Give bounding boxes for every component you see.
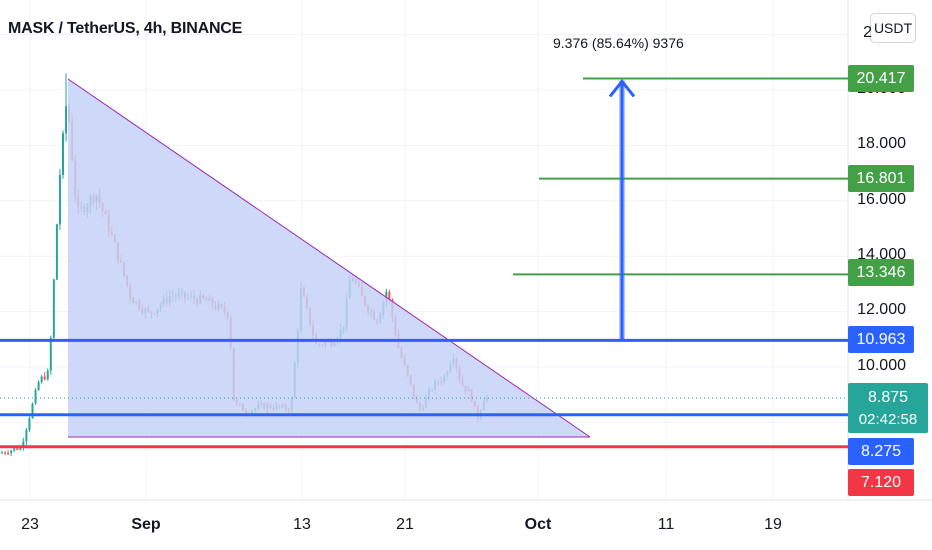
current-price: 8.875 [867, 389, 909, 406]
x-tick: 11 [657, 516, 675, 533]
y-tick-partial: 2 [863, 24, 872, 41]
target1-price-badge: 13.346 [848, 259, 914, 286]
current-price-badge: 8.875 02:42:58 [848, 383, 928, 433]
candle-body [13, 448, 16, 451]
drawings [0, 77, 848, 449]
candle-body [43, 376, 46, 380]
y-tick: 12.000 [857, 301, 906, 318]
candle-countdown: 02:42:58 [858, 411, 918, 428]
candle-body [62, 133, 64, 175]
candle-body [22, 441, 25, 448]
x-tick: Sep [131, 516, 161, 533]
breakout-price-badge: 10.963 [848, 326, 914, 353]
candle-body [31, 403, 34, 419]
y-tick: 10.000 [857, 357, 906, 374]
candle-body [55, 224, 58, 280]
candle-body [10, 450, 13, 454]
candle-body [16, 448, 19, 450]
candle-body [1, 452, 3, 454]
target3-price-badge: 20.417 [848, 65, 914, 92]
stop-price-badge: 7.120 [848, 469, 914, 496]
y-tick: 14.000 [857, 246, 906, 263]
x-tick: 13 [293, 516, 311, 533]
y-tick: 18.000 [857, 135, 906, 152]
measure-label: 9.376 (85.64%) 9376 [553, 35, 684, 51]
candle-body [49, 337, 52, 371]
y-tick: 16.000 [857, 191, 906, 208]
target2-price-badge: 16.801 [848, 165, 914, 192]
candle-body [37, 381, 40, 391]
candle-body [388, 291, 391, 300]
x-tick: 23 [21, 516, 39, 533]
x-tick: 19 [764, 516, 782, 533]
chart-title: MASK / TetherUS, 4h, BINANCE [8, 20, 243, 37]
support-price-badge: 8.275 [848, 438, 914, 465]
candle-body [40, 376, 43, 382]
candle-body [52, 279, 55, 338]
x-tick: 21 [396, 516, 414, 533]
candle-body [28, 418, 31, 430]
x-tick: Oct [524, 516, 552, 533]
candle-body [46, 370, 49, 380]
triangle-hypotenuse [67, 78, 591, 438]
candle-body [58, 174, 61, 225]
currency-button[interactable]: USDT [870, 13, 916, 43]
candle-body [19, 447, 22, 450]
candle-body [25, 429, 28, 442]
candle-body [7, 453, 10, 455]
candle-body [4, 452, 7, 454]
measure-arrow-head [608, 79, 636, 98]
candle-body [34, 390, 37, 404]
